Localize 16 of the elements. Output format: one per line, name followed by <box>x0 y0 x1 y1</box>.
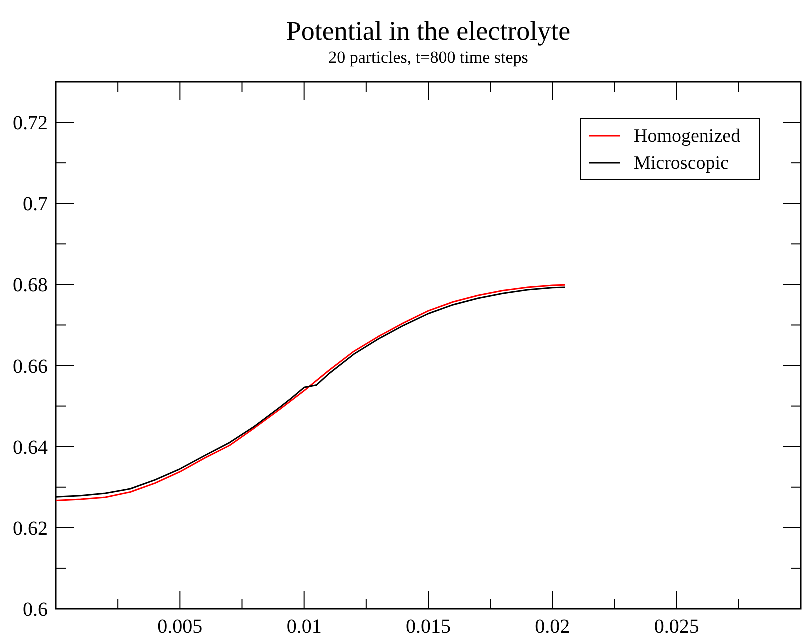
y-tick-label: 0.62 <box>13 518 48 540</box>
y-tick-label: 0.68 <box>13 274 48 297</box>
x-tick-label: 0.02 <box>535 616 570 637</box>
legend-label: Homogenized <box>634 126 742 147</box>
x-tick-label: 0.01 <box>286 616 322 637</box>
x-tick-label: 0.015 <box>406 616 451 637</box>
chart-title: Potential in the electrolyte <box>286 16 571 46</box>
x-tick-label: 0.025 <box>654 616 700 637</box>
y-tick-label: 0.72 <box>13 112 48 135</box>
y-tick-label: 0.6 <box>23 599 48 621</box>
y-tick-label: 0.64 <box>13 436 48 459</box>
y-tick-label: 0.66 <box>13 356 48 378</box>
chart-subtitle: 20 particles, t=800 time steps <box>328 48 528 67</box>
legend-label: Microscopic <box>634 153 729 174</box>
x-tick-label: 0.005 <box>158 616 203 637</box>
y-tick-label: 0.7 <box>23 194 48 216</box>
